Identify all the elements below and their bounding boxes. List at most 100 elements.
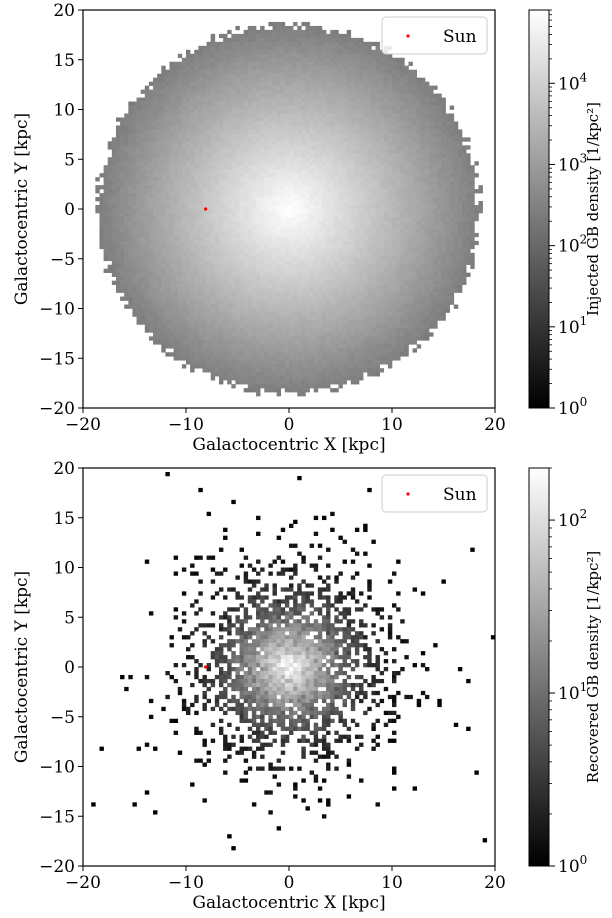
heatmap-cell [289,141,294,146]
heatmap-cell [227,37,232,43]
heatmap-cell [354,57,360,63]
heatmap-cell [268,220,273,226]
heatmap-cell [338,41,343,47]
heatmap-cell [177,69,183,74]
heatmap-cell [218,252,224,258]
heatmap-cell [120,165,125,170]
heatmap-cell [177,260,183,266]
heatmap-cell [99,216,104,222]
heatmap-cell [202,328,207,333]
heatmap-cell [313,244,319,250]
heatmap-cell [206,220,212,226]
heatmap-cell [239,260,244,266]
heatmap-cell [206,73,212,78]
heatmap-cell [272,57,277,63]
heatmap-cell [115,129,121,134]
heatmap-cell [107,252,113,258]
heatmap-cell [247,177,253,182]
heatmap-cell [202,161,207,166]
heatmap-cell [103,209,109,214]
heatmap-cell [272,372,277,377]
heatmap-cell [239,45,244,51]
heatmap-cell [186,304,191,309]
heatmap-cell [321,372,327,377]
heatmap-cell [132,276,137,281]
heatmap-cell [198,93,203,98]
heatmap-cell [272,284,277,289]
heatmap-cell [330,300,335,305]
heatmap-cell [111,256,117,262]
heatmap-cell [247,260,253,266]
heatmap-cell [280,81,286,86]
heatmap-cell [354,312,360,317]
heatmap-cell [243,320,249,325]
heatmap-cell [140,121,146,126]
heatmap-cell [309,300,315,305]
heatmap-cell [256,260,261,266]
heatmap-cell [214,356,220,361]
heatmap-cell [289,368,294,373]
heatmap-cell [264,324,269,329]
heatmap-cell [186,356,191,361]
heatmap-cell [206,113,212,118]
heatmap-cell [173,189,179,194]
heatmap-cell [350,105,356,110]
heatmap-cell [289,157,294,162]
heatmap-cell [301,288,306,293]
heatmap-cell [293,117,298,122]
heatmap-cell [326,97,331,102]
heatmap-cell [321,328,327,333]
heatmap-cell [293,240,298,246]
heatmap-cell [321,45,327,51]
heatmap-cell [350,372,356,377]
heatmap-cell [190,332,195,337]
heatmap-cell [173,340,179,345]
heatmap-cell [111,244,117,250]
heatmap-cell [309,384,315,389]
heatmap-cell [210,49,216,55]
heatmap-cell [214,232,220,238]
heatmap-cell [301,89,306,94]
heatmap-cell [177,220,183,226]
heatmap-cell [305,105,310,110]
heatmap-cell [206,105,212,110]
heatmap-cell [235,145,240,150]
heatmap-cell [330,209,335,214]
heatmap-cell [268,77,273,82]
heatmap-cell [284,169,290,174]
heatmap-cell [276,276,282,281]
heatmap-cell [243,360,249,365]
heatmap-cell [144,185,150,190]
heatmap-cell [173,165,179,170]
heatmap-cell [293,276,298,281]
heatmap-cell [120,260,125,266]
heatmap-cell [297,248,302,254]
heatmap-cell [268,65,273,70]
heatmap-cell [260,252,265,258]
heatmap-cell [231,252,236,258]
heatmap-cell [190,189,195,194]
heatmap-cell [198,284,203,289]
heatmap-cell [354,252,360,258]
heatmap-cell [140,220,146,226]
heatmap-cell [169,296,174,301]
heatmap-cell [210,37,216,43]
heatmap-cell [210,73,216,78]
heatmap-cell [206,165,212,170]
heatmap-cell [251,49,257,55]
heatmap-cell [251,41,257,47]
heatmap-cell [132,284,137,289]
heatmap-cell [148,328,154,333]
heatmap-cell [284,236,290,242]
heatmap-cell [251,224,257,230]
heatmap-cell [247,244,253,250]
heatmap-cell [140,177,146,182]
heatmap-cell [223,89,228,94]
heatmap-cell [120,161,125,166]
heatmap-cell [157,248,162,254]
heatmap-cell [321,109,327,114]
heatmap-cell [334,360,339,365]
heatmap-cell [186,252,191,258]
heatmap-cell [338,177,343,182]
heatmap-cell [354,113,360,118]
